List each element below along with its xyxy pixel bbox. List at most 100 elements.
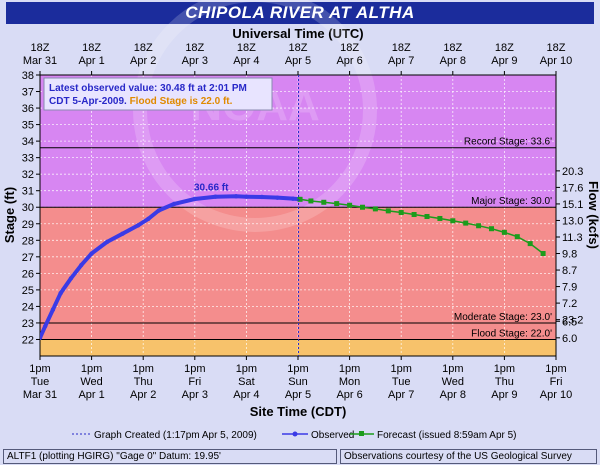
chart-title: CHIPOLA RIVER AT ALTHA (6, 2, 594, 24)
utc-tick-time: 18Z (31, 42, 50, 54)
flow-tick-label: 6.5 (562, 316, 577, 328)
forecast-point (514, 234, 520, 240)
stage-tick-label: 34 (22, 136, 34, 148)
annotations: 30.66 ft (194, 75, 300, 356)
cdt-tick-day: Mon (339, 376, 360, 388)
cdt-tick-date: Apr 10 (540, 389, 572, 401)
forecast-point (501, 229, 507, 235)
series (40, 194, 546, 341)
observed-point (68, 276, 74, 281)
observed-point (120, 231, 125, 236)
utc-tick-date: Apr 10 (540, 55, 572, 67)
footer-gage-info: ALTF1 (plotting HGIRG) "Gage 0" Datum: 1… (3, 449, 337, 464)
cdt-tick-time: 1pm (132, 363, 153, 375)
cdt-tick-time: 1pm (287, 363, 308, 375)
forecast-point (347, 202, 353, 208)
latest-value-line2: CDT 5-Apr-2009. Flood Stage is 22.0 ft. (49, 96, 233, 107)
forecast-point (527, 241, 533, 247)
flow-tick-label: 11.3 (562, 232, 583, 244)
cdt-tick-day: Thu (134, 376, 153, 388)
observed-point (42, 324, 48, 329)
legend-observed: Observed (311, 430, 354, 441)
flow-tick-label: 7.2 (562, 298, 577, 310)
legend-graph-created: Graph Created (1:17pm Apr 5, 2009) (94, 430, 257, 441)
utc-tick-date: Mar 31 (23, 55, 57, 67)
latest-value-date: CDT 5-Apr-2009. (49, 96, 130, 107)
cdt-tick-day: Tue (31, 376, 50, 388)
cdt-tick-time: 1pm (81, 363, 102, 375)
legend-forecast: Forecast (issued 8:59am Apr 5) (377, 430, 517, 441)
stage-tick-label: 24 (22, 301, 34, 313)
utc-tick-date: Apr 3 (182, 55, 208, 67)
flow-axis-ticks: 23.2 20.3 17.6 15.1 13.0 11.3 9.8 8.7 7.9 7.2 6.5 6… (556, 166, 583, 345)
footer-credit: Observations courtesy of the US Geologic… (340, 449, 597, 464)
observed-point (104, 239, 110, 245)
stage-label: Moderate Stage: 23.0' (454, 312, 552, 323)
utc-tick-date: Apr 9 (491, 55, 517, 67)
stage-axis-ticks: 22 23 24 25 26 27 28 29 30 31 32 33 34 35 36 37 38 (22, 70, 40, 346)
forecast-point (489, 226, 494, 232)
stage-tick-label: 30 (22, 202, 34, 214)
cdt-tick-time: 1pm (339, 363, 360, 375)
cdt-tick-date: Apr 6 (336, 389, 362, 401)
observed-point (79, 262, 84, 268)
forecast-point (321, 199, 327, 205)
stage-tick-label: 31 (22, 186, 34, 198)
cdt-tick-date: Apr 1 (78, 389, 104, 401)
stage-tick-label: 36 (22, 103, 34, 115)
cdt-tick-day: Wed (442, 376, 464, 388)
stage-tick-label: 23 (22, 318, 34, 330)
cdt-tick-date: Apr 5 (285, 389, 311, 401)
observed-point (244, 194, 249, 199)
stage-tick-label: 27 (22, 252, 34, 264)
stage-tick-label: 25 (22, 285, 34, 297)
observed-point (58, 290, 63, 296)
stage-tick-label: 33 (22, 153, 34, 165)
utc-tick-time: 18Z (237, 42, 256, 54)
utc-tick-time: 18Z (443, 42, 462, 54)
latest-value-box: Latest observed value: 30.48 ft at 2:01 … (43, 77, 273, 111)
y2-axis-title: Flow (kcfs) (586, 181, 600, 249)
forecast-point (476, 223, 482, 229)
x-axis-title: Site Time (CDT) (250, 404, 347, 419)
observed-point (233, 194, 239, 199)
utc-tick-date: Apr 4 (233, 55, 259, 67)
cdt-tick-time: 1pm (184, 363, 205, 375)
utc-tick-time: 18Z (134, 42, 153, 54)
stage-tick-label: 29 (22, 219, 34, 231)
cdt-tick-day: Wed (80, 376, 102, 388)
stage-tick-label: 32 (22, 169, 34, 181)
observed-point (146, 216, 151, 222)
cdt-tick-date: Apr 2 (130, 389, 156, 401)
observed-point (40, 335, 43, 341)
utc-tick-date: Apr 6 (336, 55, 362, 67)
utc-tick-time: 18Z (495, 42, 514, 54)
cdt-tick-date: Apr 3 (182, 389, 208, 401)
flow-tick-label: 8.7 (562, 265, 577, 277)
stage-label: Flood Stage: 22.0' (471, 328, 552, 339)
stage-label: Record Stage: 33.6' (464, 137, 552, 148)
cdt-tick-date: Apr 7 (388, 389, 414, 401)
utc-tick-time: 18Z (392, 42, 411, 54)
cdt-tick-date: Apr 4 (233, 389, 259, 401)
forecast-point (437, 215, 443, 221)
top-axis-title: Universal Time (UTC) (232, 26, 363, 41)
stage-tick-label: 22 (22, 334, 34, 346)
cdt-tick-time: 1pm (545, 363, 566, 375)
forecast-point (297, 196, 303, 202)
utc-tick-time: 18Z (82, 42, 101, 54)
flow-tick-label: 23.2 (562, 315, 583, 327)
utc-tick-date: Apr 1 (78, 55, 104, 67)
utc-tick-date: Apr 8 (440, 55, 466, 67)
observed-point (135, 223, 141, 228)
utc-tick-date: Apr 2 (130, 55, 156, 67)
utc-tick-time: 18Z (547, 42, 566, 54)
stage-tick-label: 38 (22, 70, 34, 82)
cdt-tick-time: 1pm (494, 363, 515, 375)
observed-point (156, 208, 161, 213)
cdt-tick-time: 1pm (442, 363, 463, 375)
flow-tick-label: 17.6 (562, 182, 583, 194)
observed-point (89, 251, 94, 256)
stage-tick-label: 28 (22, 235, 34, 247)
